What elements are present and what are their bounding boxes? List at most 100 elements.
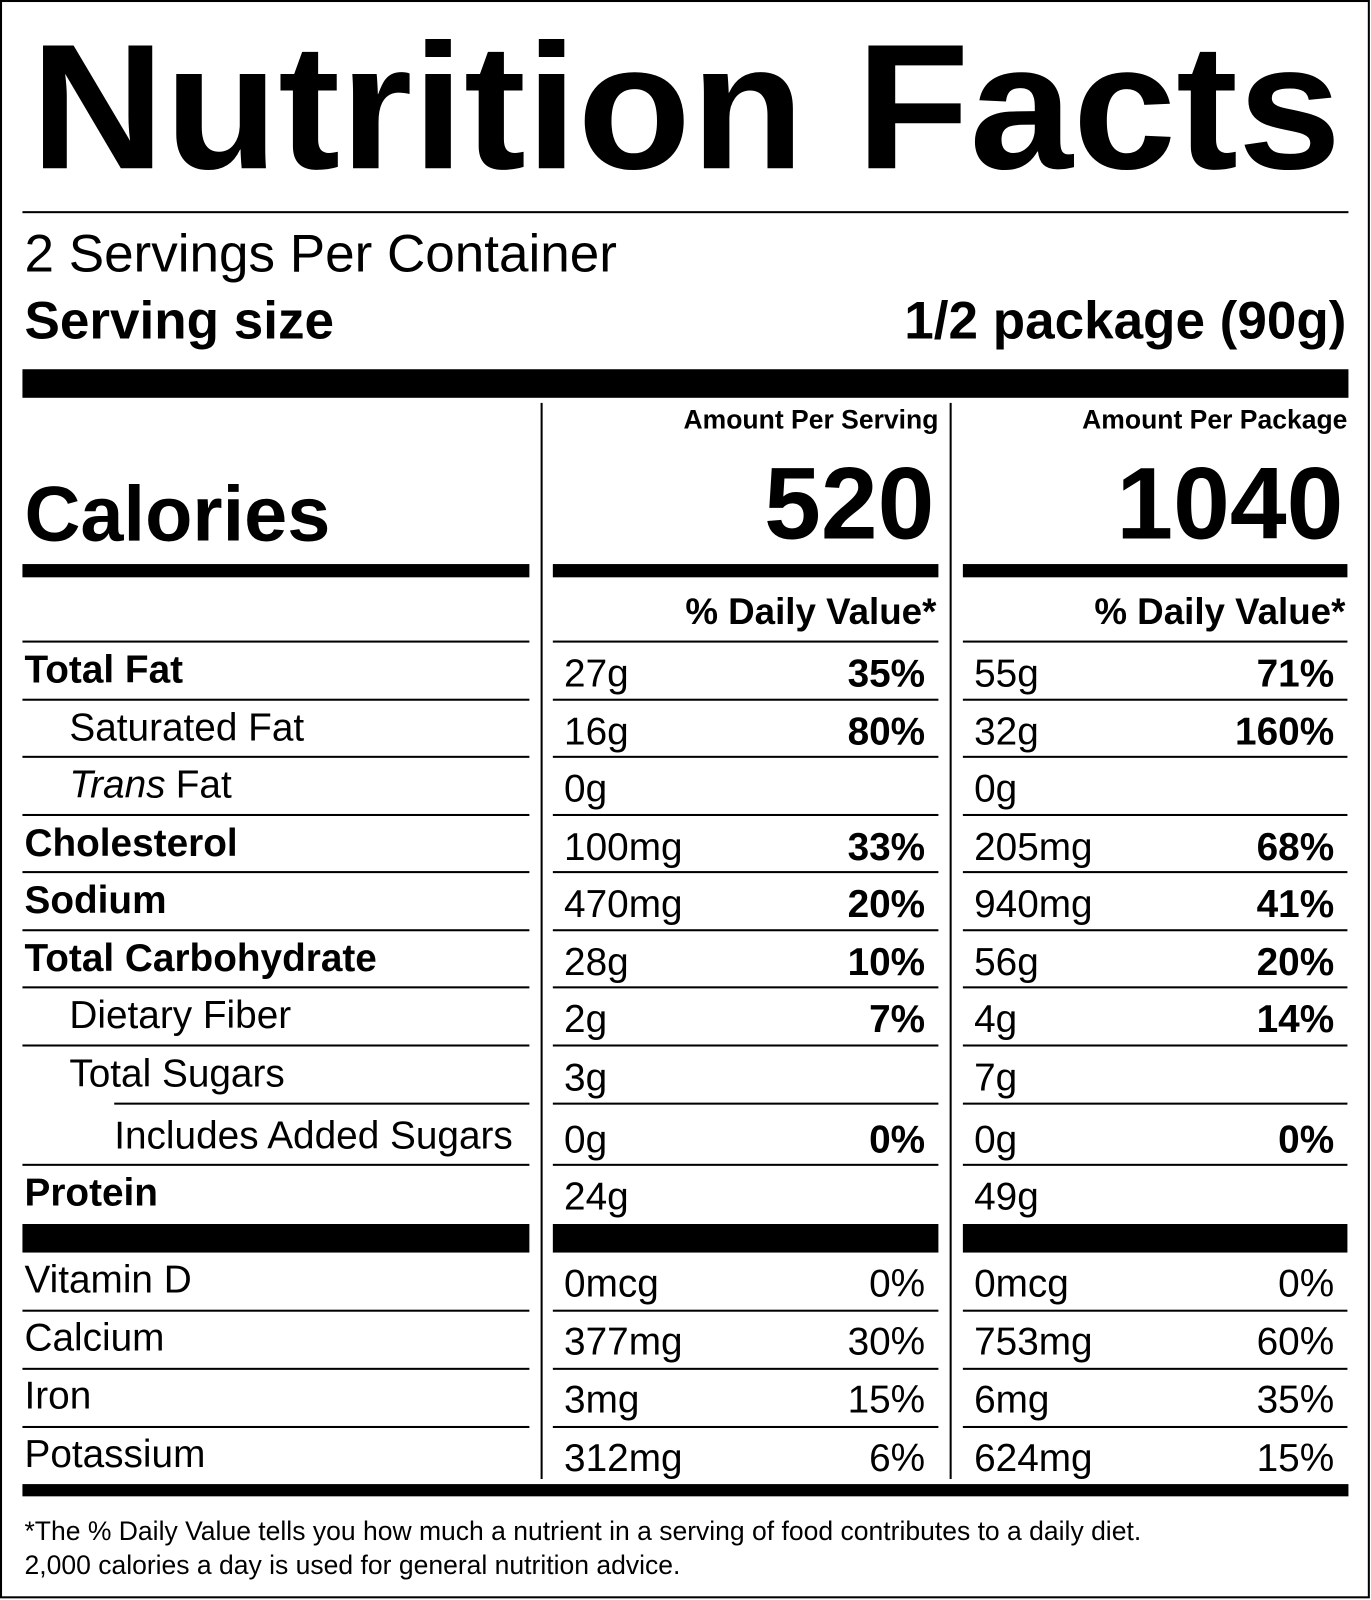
amount: 2g [564, 998, 607, 1041]
footnote: *The % Daily Value tells you how much a … [24, 1516, 1141, 1546]
rule [962, 1163, 1348, 1166]
thick-bar [22, 369, 1349, 398]
amount: 7g [974, 1056, 1017, 1099]
rule [962, 1367, 1348, 1370]
column-divider [949, 402, 952, 1479]
amount: 0mcg [974, 1262, 1069, 1305]
rule [552, 986, 939, 989]
amount: 0g [974, 768, 1017, 811]
amount: 0g [564, 1119, 607, 1162]
daily-value: 0% [869, 1119, 925, 1162]
rule [22, 929, 530, 932]
nutrient-name: Dietary Fiber [69, 994, 291, 1037]
nutrient-name: Total Carbohydrate [24, 937, 376, 980]
amount: 470mg [564, 883, 682, 926]
daily-value: 6% [869, 1437, 925, 1480]
amount: 24g [564, 1176, 629, 1219]
rule [22, 1163, 530, 1166]
amount: 27g [564, 652, 629, 695]
rule [962, 929, 1348, 932]
rule [962, 640, 1348, 643]
column-divider [540, 402, 543, 1479]
amount: 6mg [974, 1379, 1049, 1422]
daily-value: 0% [1278, 1262, 1334, 1305]
thick-bar [552, 564, 939, 578]
calories-value: 1040 [1116, 447, 1343, 561]
footnote: 2,000 calories a day is used for general… [24, 1550, 680, 1580]
vitamin-name: Vitamin D [24, 1258, 191, 1301]
daily-value: 0% [1278, 1119, 1334, 1162]
column-heading: Amount Per Package [1082, 404, 1347, 434]
title: Nutrition Facts [31, 6, 1342, 206]
daily-value: 41% [1257, 883, 1335, 926]
amount: 100mg [564, 826, 682, 869]
vitamin-name: Iron [24, 1375, 91, 1418]
rule [552, 1163, 939, 1166]
rule [552, 698, 939, 701]
daily-value: 20% [848, 883, 926, 926]
daily-value: 71% [1257, 652, 1335, 695]
daily-value: 160% [1235, 711, 1334, 754]
daily-value: 60% [1257, 1321, 1335, 1364]
daily-value: 15% [1257, 1437, 1335, 1480]
rule [22, 1044, 530, 1047]
daily-value: 10% [848, 941, 926, 984]
amount: 624mg [974, 1437, 1092, 1480]
calories-label: Calories [24, 472, 330, 558]
rule [552, 1102, 939, 1105]
rule [962, 698, 1348, 701]
rule [22, 698, 530, 701]
rule [22, 755, 530, 758]
rule [962, 871, 1348, 874]
amount: 56g [974, 941, 1039, 984]
daily-value: 35% [848, 652, 926, 695]
thick-bar [552, 1224, 939, 1253]
daily-value: 7% [869, 998, 925, 1041]
rule [22, 640, 530, 643]
nutrient-name: Total Sugars [69, 1052, 284, 1095]
rule [552, 813, 939, 816]
amount: 55g [974, 652, 1039, 695]
rule [962, 986, 1348, 989]
rule [552, 640, 939, 643]
amount: 377mg [564, 1321, 682, 1364]
rule [22, 1309, 530, 1312]
rule [552, 929, 939, 932]
daily-value: 68% [1257, 826, 1335, 869]
amount: 16g [564, 711, 629, 754]
rule [962, 1044, 1348, 1047]
amount: 28g [564, 941, 629, 984]
daily-value: 35% [1257, 1379, 1335, 1422]
nutrient-name: Total Fat [24, 648, 183, 691]
amount: 205mg [974, 826, 1092, 869]
rule [962, 1425, 1348, 1428]
daily-value: 30% [848, 1321, 926, 1364]
calories-value: 520 [764, 447, 934, 561]
servings: 2 Servings Per Container [24, 224, 616, 283]
rule [962, 1309, 1348, 1312]
nutrient-name-rest: Fat [176, 764, 232, 807]
amount: 753mg [974, 1321, 1092, 1364]
rule [552, 1044, 939, 1047]
rule [22, 986, 530, 989]
thick-bar [962, 1224, 1348, 1253]
daily-value: 15% [848, 1379, 926, 1422]
rule [552, 1425, 939, 1428]
column-heading: Amount Per Serving [684, 404, 939, 434]
thick-bar [22, 1224, 530, 1253]
rule [962, 813, 1348, 816]
daily-value: 0% [869, 1262, 925, 1305]
amount: 0g [974, 1119, 1017, 1162]
thick-bar [22, 1484, 1349, 1497]
daily-value: 20% [1257, 941, 1335, 984]
nutrient-name: Cholesterol [24, 822, 237, 865]
rule [114, 1102, 530, 1105]
rule [552, 755, 939, 758]
rule [22, 813, 530, 816]
nutrient-name-italic: Trans [69, 764, 165, 807]
nutrient-name: Saturated Fat [69, 707, 304, 750]
